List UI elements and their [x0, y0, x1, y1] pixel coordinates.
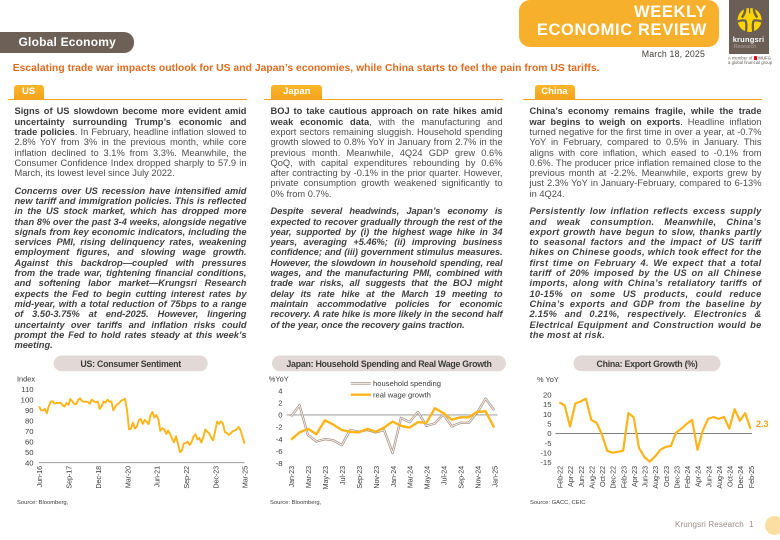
svg-text:Index: Index [17, 374, 35, 383]
svg-text:-15: -15 [540, 458, 551, 467]
svg-text:Dec-23: Dec-23 [672, 466, 681, 489]
svg-text:Nov-24: Nov-24 [473, 466, 482, 489]
svg-text:Apr-22: Apr-22 [566, 466, 575, 487]
svg-text:Jun-21: Jun-21 [153, 466, 162, 487]
svg-text:2.3: 2.3 [756, 419, 769, 429]
svg-text:Source: GACC, CEIC: Source: GACC, CEIC [530, 500, 585, 506]
svg-text:-4: -4 [276, 435, 284, 444]
svg-text:4: 4 [278, 386, 283, 395]
svg-text:5: 5 [547, 419, 551, 428]
svg-text:Sep-23: Sep-23 [355, 466, 364, 489]
svg-text:Sep-17: Sep-17 [65, 466, 74, 489]
svg-text:-6: -6 [276, 447, 283, 456]
svg-text:Mar-23: Mar-23 [304, 466, 313, 488]
svg-text:Aug-23: Aug-23 [651, 466, 660, 489]
svg-text:0: 0 [278, 411, 282, 420]
svg-text:Jan-23: Jan-23 [287, 466, 296, 487]
svg-text:household spending: household spending [373, 379, 441, 388]
svg-text:-8: -8 [276, 459, 283, 468]
svg-text:May-24: May-24 [423, 466, 432, 489]
svg-text:Aug-24: Aug-24 [715, 466, 724, 489]
svg-text:20: 20 [543, 391, 552, 400]
svg-text:60: 60 [25, 437, 34, 446]
svg-text:Jun-23: Jun-23 [641, 466, 650, 487]
svg-text:Dec-18: Dec-18 [94, 466, 103, 489]
svg-text:China: Export Growth (%): China: Export Growth (%) [596, 359, 697, 369]
svg-text:Dec-24: Dec-24 [736, 466, 745, 489]
svg-text:Jun-22: Jun-22 [577, 466, 586, 487]
svg-text:May-23: May-23 [321, 466, 330, 489]
svg-text:10: 10 [543, 410, 552, 419]
svg-text:0: 0 [547, 429, 551, 438]
svg-text:Sep-24: Sep-24 [457, 466, 466, 489]
svg-text:Jul-24: Jul-24 [440, 466, 449, 485]
svg-text:Jul-23: Jul-23 [338, 466, 347, 485]
svg-text:% YoY: % YoY [537, 375, 559, 384]
svg-text:40: 40 [25, 458, 34, 467]
svg-text:Dec-22: Dec-22 [609, 466, 618, 489]
svg-text:real wage growth: real wage growth [373, 390, 431, 399]
svg-text:110: 110 [21, 385, 33, 394]
svg-text:90: 90 [25, 406, 34, 415]
svg-text:Feb-25: Feb-25 [747, 466, 756, 488]
svg-text:Sep-22: Sep-22 [182, 466, 191, 489]
svg-text:Oct-23: Oct-23 [662, 466, 671, 487]
svg-text:Aug-22: Aug-22 [588, 466, 597, 489]
svg-text:-2: -2 [276, 423, 283, 432]
svg-text:Source: Bloomberg,: Source: Bloomberg, [17, 500, 69, 506]
svg-text:Nov-23: Nov-23 [372, 466, 381, 489]
svg-text:Jun-24: Jun-24 [704, 466, 713, 487]
svg-text:Feb-23: Feb-23 [619, 466, 628, 488]
svg-text:Jun-16: Jun-16 [35, 466, 44, 487]
svg-text:Feb-22: Feb-22 [556, 466, 565, 488]
svg-text:Apr-23: Apr-23 [630, 466, 639, 487]
svg-text:70: 70 [25, 427, 34, 436]
svg-text:Source: Bloomberg,: Source: Bloomberg, [270, 500, 322, 506]
svg-text:Dec-23: Dec-23 [211, 466, 220, 489]
svg-text:Jan-24: Jan-24 [389, 466, 398, 487]
svg-text:Mar-20: Mar-20 [123, 466, 132, 488]
svg-text:Oct-22: Oct-22 [598, 466, 607, 487]
svg-text:80: 80 [25, 416, 34, 425]
svg-text:Mar-24: Mar-24 [406, 466, 415, 488]
svg-text:Jan-25: Jan-25 [490, 466, 499, 487]
svg-text:US: Consumer Sentiment: US: Consumer Sentiment [80, 359, 181, 369]
svg-text:2: 2 [278, 399, 282, 408]
svg-text:100: 100 [21, 395, 34, 404]
svg-text:Japan: Household Spending and: Japan: Household Spending and Real Wage … [286, 359, 491, 369]
svg-text:15: 15 [543, 400, 552, 409]
svg-text:-5: -5 [545, 439, 552, 448]
svg-text:-10: -10 [540, 448, 551, 457]
svg-text:Apr-24: Apr-24 [694, 466, 703, 487]
svg-text:50: 50 [25, 448, 34, 457]
svg-text:Feb-24: Feb-24 [683, 466, 692, 488]
svg-text:Oct-24: Oct-24 [726, 466, 735, 487]
svg-text:Mar-25: Mar-25 [241, 466, 250, 488]
svg-text:%YoY: %YoY [269, 374, 289, 383]
